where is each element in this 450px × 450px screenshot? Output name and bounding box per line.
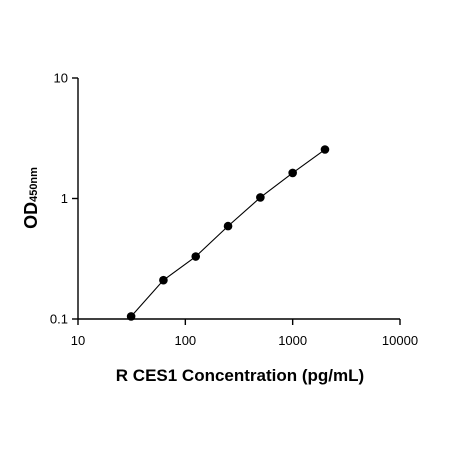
data-point <box>256 193 265 202</box>
x-tick-label: 1000 <box>278 333 307 348</box>
data-point <box>191 252 201 261</box>
x-axis-title: R CES1 Concentration (pg/mL) <box>116 366 364 385</box>
data-point <box>288 168 297 178</box>
tick-labels: 10 100 1000 10000 0.1 1 10 <box>50 71 418 349</box>
y-axis-title-main: OD <box>21 202 41 229</box>
data-point <box>320 145 330 154</box>
x-tick-label: 100 <box>174 333 196 348</box>
y-axis-title-subscript: 450nm <box>28 167 40 202</box>
y-tick-label: 0.1 <box>50 312 68 327</box>
data-point <box>223 221 233 231</box>
x-tick-label: 10000 <box>382 333 418 348</box>
y-tick-label: 10 <box>54 71 68 86</box>
x-tick-label: 10 <box>71 333 85 348</box>
y-axis-title: OD450nm <box>21 167 41 229</box>
ticks <box>72 77 401 325</box>
data-point <box>126 312 136 321</box>
y-tick-label: 1 <box>61 191 68 206</box>
axes <box>77 78 400 320</box>
data-points <box>126 145 330 321</box>
data-point <box>159 275 168 285</box>
